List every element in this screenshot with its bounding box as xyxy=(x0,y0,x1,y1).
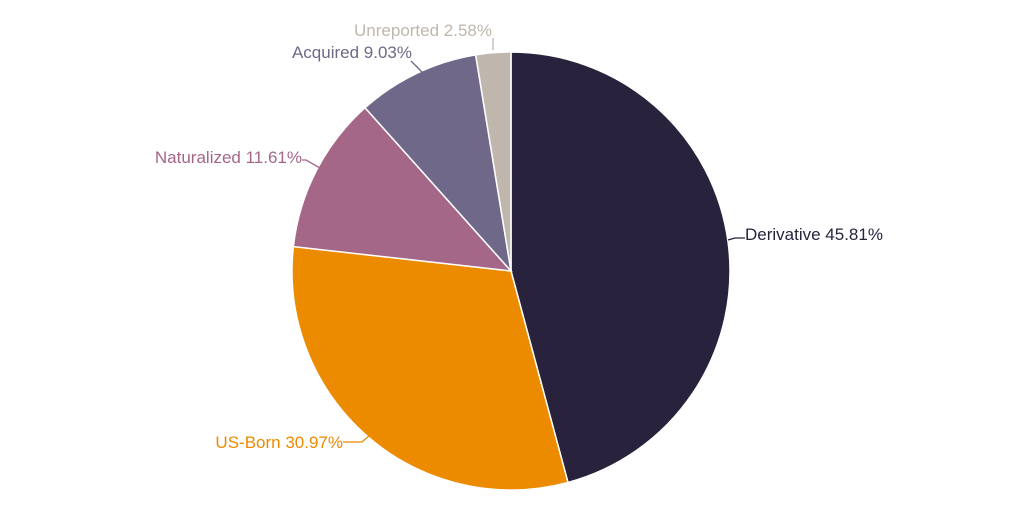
slice-unreported xyxy=(474,51,512,272)
slice-labels: Derivative 45.81% US-Born 30.97% Naturaliz… xyxy=(155,21,883,452)
pie-slices xyxy=(291,51,731,491)
leader-line xyxy=(727,237,745,241)
slice-label: Naturalized 11.61% xyxy=(155,148,302,167)
leader-line xyxy=(302,159,321,169)
slice-acquired xyxy=(363,54,513,274)
slice-label: Acquired 9.03% xyxy=(292,43,412,62)
slice-label: Derivative 45.81% xyxy=(745,225,883,244)
label-leaders xyxy=(302,38,745,443)
slice-naturalized xyxy=(292,106,513,272)
leader-line xyxy=(410,60,423,73)
slice-label: Unreported 2.58% xyxy=(354,21,492,40)
slice-label: US-Born 30.97% xyxy=(215,433,343,452)
leader-line xyxy=(343,434,371,443)
slice-derivative xyxy=(510,51,731,484)
